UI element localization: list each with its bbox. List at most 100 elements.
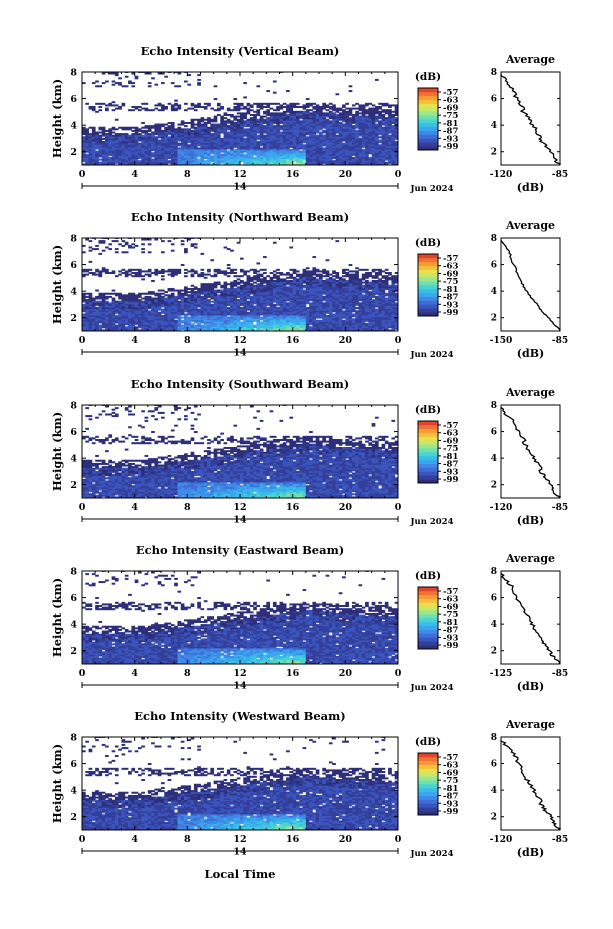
- colorbar-swatch: [418, 598, 438, 603]
- colorbar-label: -75: [443, 444, 458, 454]
- colorbar-swatch: [418, 760, 438, 765]
- profile-y-tick-label: 4: [491, 454, 497, 464]
- colorbar-unit: (dB): [415, 570, 441, 582]
- colorbar-swatch: [418, 138, 438, 143]
- profile-y-tick-label: 6: [491, 760, 497, 770]
- colorbar-swatch: [418, 795, 438, 800]
- x-tick-label: 0: [395, 335, 402, 346]
- profile-x-tick-label: -85: [552, 835, 568, 845]
- profile-title: Average: [505, 552, 555, 565]
- x-tick-label: 0: [395, 668, 402, 679]
- y-tick-label: 4: [70, 620, 77, 631]
- colorbar-swatch: [418, 130, 438, 135]
- profile-y-tick-label: 2: [491, 813, 497, 823]
- colorbar-label: -75: [443, 111, 458, 121]
- colorbar-label: -87: [443, 792, 458, 802]
- profile-frame: [500, 237, 561, 332]
- colorbar-swatch: [418, 88, 438, 93]
- day-label: 14: [233, 348, 247, 359]
- profile-line: [500, 739, 562, 831]
- day-label: 14: [233, 681, 247, 692]
- y-tick-label: 4: [70, 786, 77, 797]
- colorbar-frame: [417, 752, 439, 816]
- colorbar-swatch: [418, 753, 438, 758]
- colorbar-swatch: [418, 269, 438, 274]
- colorbar-swatch: [418, 254, 438, 259]
- profile-line: [500, 573, 561, 665]
- colorbar-swatch: [418, 122, 438, 128]
- colorbar-swatch: [418, 621, 438, 627]
- colorbar-swatch: [418, 799, 438, 804]
- colorbar-label: -75: [443, 277, 458, 287]
- colorbar-label: -93: [443, 799, 458, 809]
- y-axis-label: Height (km): [50, 245, 64, 324]
- profile-y-tick-label: 6: [491, 594, 497, 604]
- heatmap-cells: [82, 571, 398, 664]
- panel-4: Echo Intensity (Westward Beam) Height (km…: [50, 709, 568, 859]
- profile-y-tick-label: 4: [491, 620, 497, 630]
- colorbar-swatch: [418, 103, 438, 108]
- x-tick-label: 20: [339, 668, 353, 679]
- colorbar-unit: (dB): [415, 404, 441, 416]
- profile-line: [500, 407, 562, 499]
- profile-frame: [500, 736, 561, 831]
- average-profile: Average -120 -85 (dB) 2 4 6 8: [490, 53, 568, 194]
- profile-y-tick-label: 2: [491, 647, 497, 657]
- panel-title: Echo Intensity (Eastward Beam): [136, 543, 344, 557]
- x-tick-label: 0: [79, 668, 86, 679]
- colorbar-swatch: [418, 614, 438, 619]
- colorbar-swatch: [418, 288, 438, 294]
- panel-title: Echo Intensity (Vertical Beam): [141, 44, 340, 58]
- colorbar-swatch: [418, 95, 438, 100]
- profile-x-tick-label: -120: [490, 170, 513, 180]
- colorbar-label: -57: [443, 753, 458, 763]
- profile-x-tick-label: -150: [490, 336, 513, 346]
- x-tick-label: 0: [79, 169, 86, 180]
- colorbar-label: -69: [443, 269, 458, 279]
- average-profile: Average -120 -85 (dB) 2 4 6 8: [490, 718, 568, 859]
- x-tick-label: 12: [233, 335, 246, 346]
- colorbar-swatch: [418, 803, 438, 808]
- date-label: Jun 2024: [410, 517, 454, 527]
- x-tick-label: 16: [286, 335, 300, 346]
- x-tick-label: 20: [339, 502, 353, 513]
- colorbar-swatch: [418, 421, 438, 426]
- colorbar-swatch: [418, 440, 438, 445]
- y-tick-label: 6: [70, 94, 77, 105]
- colorbar-swatch: [418, 134, 438, 139]
- colorbar-swatch: [418, 764, 438, 769]
- colorbar-frame: [417, 420, 439, 484]
- x-tick-label: 8: [184, 834, 191, 845]
- panel-title: Echo Intensity (Westward Beam): [134, 709, 345, 723]
- profile-y-tick-label: 4: [491, 786, 497, 796]
- colorbar-label: -87: [443, 293, 458, 303]
- colorbar-swatch: [418, 756, 438, 762]
- profile-y-tick-label: 6: [491, 95, 497, 105]
- average-profile: Average -125 -85 (dB) 2 4 6 8: [490, 552, 568, 693]
- profile-x-tick-label: -120: [490, 835, 513, 845]
- colorbar-label: -99: [443, 142, 458, 152]
- y-tick-label: 2: [70, 147, 77, 158]
- x-tick-label: 12: [233, 502, 246, 513]
- x-tick-label: 16: [286, 169, 300, 180]
- colorbar-swatch: [418, 772, 438, 777]
- colorbar-swatch: [418, 606, 438, 611]
- x-tick-label: 0: [395, 169, 402, 180]
- date-label: Jun 2024: [410, 350, 454, 360]
- colorbar-label: -81: [443, 618, 458, 628]
- profile-x-label: (dB): [517, 181, 544, 194]
- colorbar-label: -93: [443, 300, 458, 310]
- profile-x-tick-label: -125: [490, 669, 513, 679]
- colorbar: -57-63-69-75-81-87-93-99: [417, 752, 458, 817]
- y-tick-label: 2: [70, 313, 77, 324]
- profile-title: Average: [505, 53, 555, 66]
- colorbar-label: -57: [443, 88, 458, 98]
- y-tick-label: 4: [70, 121, 77, 132]
- colorbar-swatch: [418, 780, 438, 785]
- profile-y-tick-label: 2: [491, 314, 497, 324]
- colorbar-swatch: [418, 807, 438, 812]
- profile-title: Average: [505, 718, 555, 731]
- colorbar-label: -69: [443, 103, 458, 113]
- average-profile: Average -120 -85 (dB) 2 4 6 8: [490, 386, 568, 527]
- colorbar-label: -87: [443, 127, 458, 137]
